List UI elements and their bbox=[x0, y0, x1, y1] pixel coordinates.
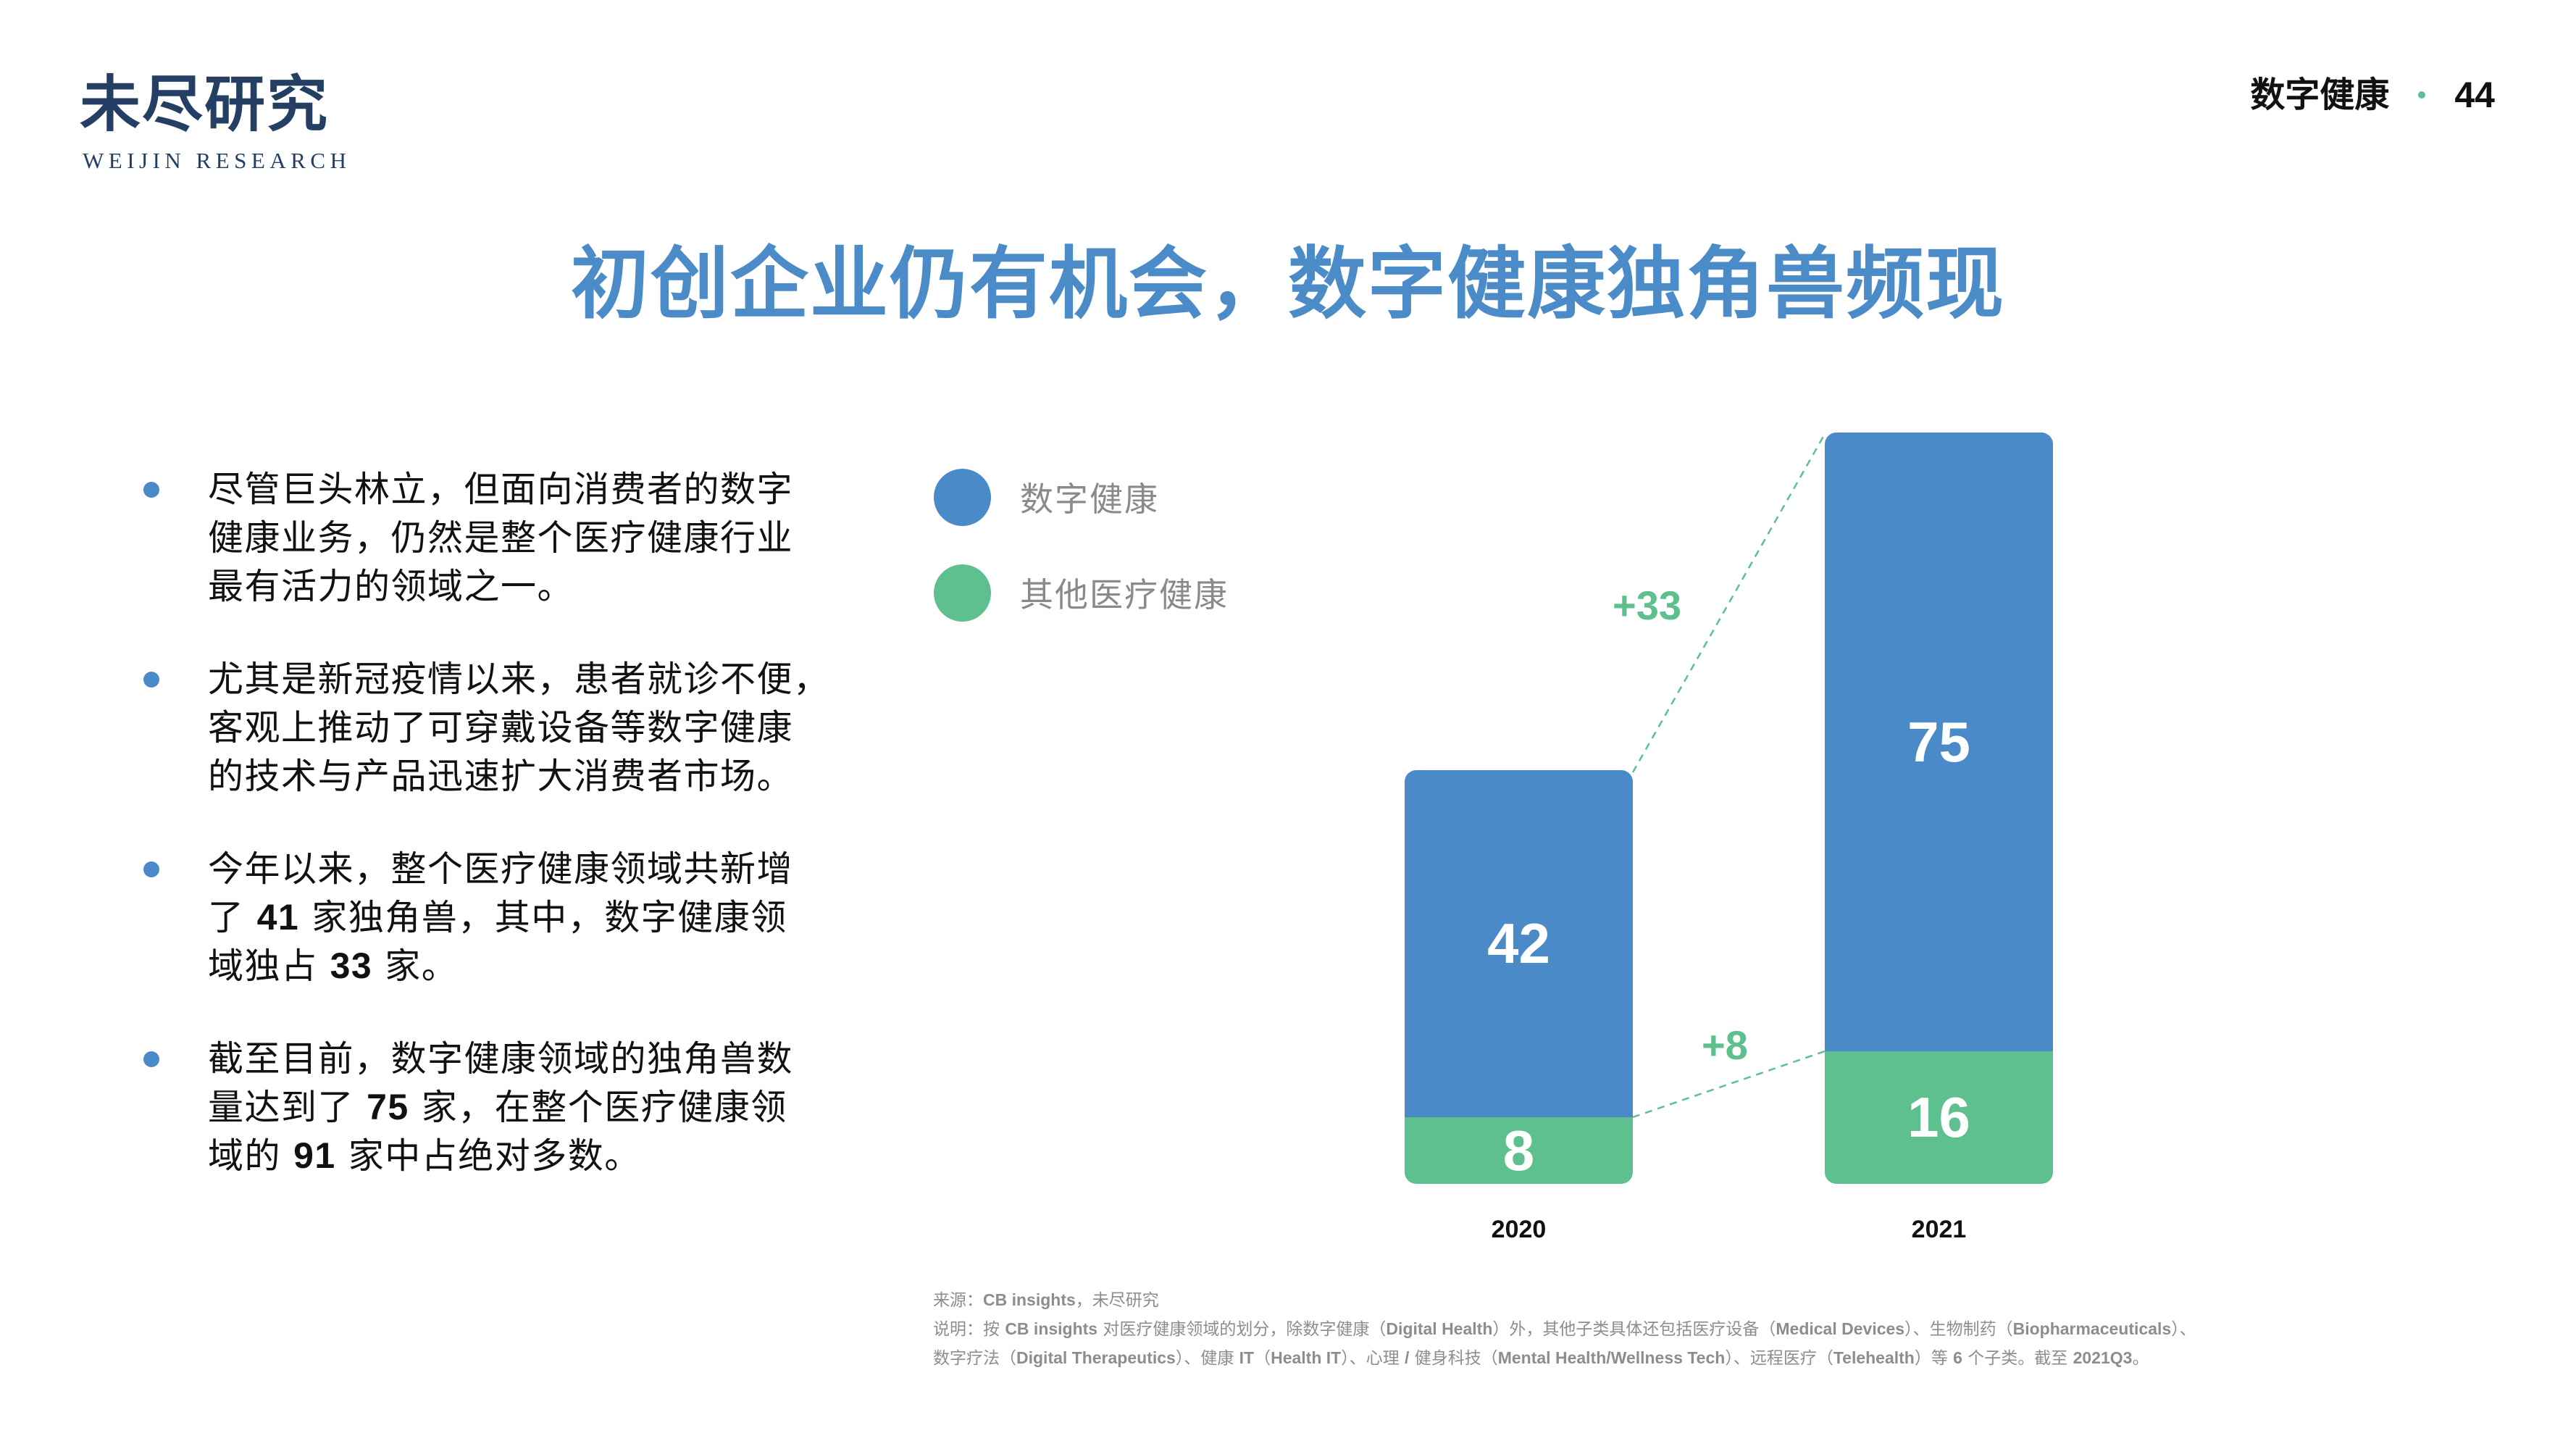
separator-dot-icon bbox=[2418, 91, 2426, 99]
note-text: 个子类。截至 bbox=[1962, 1349, 2073, 1368]
bar-segment-digital-health: 42 bbox=[1405, 770, 1633, 1117]
bullet-item: 今年以来，整个医疗健康领域共新增了 41 家独角兽，其中，数字健康领域独占 33… bbox=[142, 845, 816, 990]
bullet-line: 尽管巨头林立，但面向消费者的数字 bbox=[208, 469, 794, 510]
note-text: ）等 bbox=[1914, 1349, 1954, 1368]
section-header: 数字健康 44 bbox=[2250, 77, 2495, 113]
note-emphasis: 6 bbox=[1953, 1348, 1962, 1367]
bullet-text: 家独角兽，其中，数字健康领域独占 bbox=[208, 897, 787, 987]
note-line-1: 说明：按 CB insights 对医疗健康领域的划分，除数字健康（Digita… bbox=[933, 1315, 2196, 1344]
note-text: ）、心理 bbox=[1341, 1349, 1405, 1368]
page-title: 初创企业仍有机会，数字健康独角兽频现 bbox=[570, 239, 2005, 330]
bullet-text: 截至目前，数字健康领域的独角兽数量达到了 bbox=[208, 1038, 794, 1128]
bar-value-label: 75 bbox=[1907, 709, 1970, 774]
bullet-text: 今年以来，整个医疗健康领域共新增了 bbox=[208, 848, 794, 938]
note-emphasis: Health IT bbox=[1271, 1348, 1342, 1367]
source-prefix: 来源： bbox=[933, 1291, 983, 1310]
bar-segment-digital-health: 75 bbox=[1825, 433, 2053, 1051]
note-text: ）、生物制药（ bbox=[1904, 1320, 2013, 1339]
source-notes: 来源：CB insights，未尽研究 说明：按 CB insights 对医疗… bbox=[933, 1286, 2196, 1373]
bar-segment-other-healthcare: 8 bbox=[1405, 1117, 1633, 1184]
bullet-dot-icon bbox=[143, 1051, 159, 1067]
highlight-number: 33 bbox=[330, 945, 373, 986]
legend-item-other-healthcare: 其他医疗健康 bbox=[934, 564, 1229, 622]
note-text: ）、健康 bbox=[1175, 1349, 1239, 1368]
note-text: 数字疗法（ bbox=[933, 1349, 1016, 1368]
legend-swatch-circle-icon bbox=[934, 468, 991, 526]
note-line-2: 数字疗法（Digital Therapeutics）、健康 IT（Health … bbox=[933, 1344, 2196, 1373]
bullet-item: 尽管巨头林立，但面向消费者的数字 健康业务，仍然是整个医疗健康行业 最有活力的领… bbox=[142, 465, 837, 611]
x-axis-label-2021: 2021 bbox=[1911, 1216, 1967, 1243]
legend-swatch-circle-icon bbox=[934, 564, 991, 622]
bullet-item: 截至目前，数字健康领域的独角兽数量达到了 75 家，在整个医疗健康领域的 91 … bbox=[142, 1035, 816, 1180]
note-emphasis: Digital Therapeutics bbox=[1016, 1348, 1176, 1367]
logo-chinese: 未尽研究 bbox=[80, 68, 330, 140]
source-name: CB insights bbox=[983, 1290, 1076, 1309]
bullet-text: 家。 bbox=[372, 945, 459, 987]
delta-label-other-healthcare: +8 bbox=[1702, 1022, 1748, 1068]
source-line: 来源：CB insights，未尽研究 bbox=[933, 1286, 2196, 1315]
delta-label-digital-health: +33 bbox=[1613, 582, 1681, 628]
bar-2021: 75 16 bbox=[1825, 433, 2053, 1184]
bullet-text: 家中占绝对多数。 bbox=[335, 1135, 641, 1177]
note-text: 健身科技（ bbox=[1409, 1349, 1498, 1368]
bullet-line: 最有活力的领域之一。 bbox=[208, 566, 574, 607]
note-emphasis: Biopharmaceuticals bbox=[2012, 1319, 2172, 1338]
bar-segment-other-healthcare: 16 bbox=[1825, 1051, 2053, 1184]
note-text: ）、远程医疗（ bbox=[1725, 1349, 1833, 1368]
section-name: 数字健康 bbox=[2250, 75, 2390, 115]
bar-2020: 42 8 bbox=[1405, 770, 1633, 1184]
bullet-list: 尽管巨头林立，但面向消费者的数字 健康业务，仍然是整个医疗健康行业 最有活力的领… bbox=[142, 465, 837, 1224]
bullet-dot-icon bbox=[143, 482, 159, 498]
note-emphasis: IT bbox=[1239, 1348, 1255, 1367]
chart-legend: 数字健康 其他医疗健康 bbox=[934, 468, 1229, 660]
bar-value-label: 16 bbox=[1907, 1085, 1970, 1149]
highlight-number: 41 bbox=[256, 897, 300, 938]
bullet-line: 的技术与产品迅速扩大消费者市场。 bbox=[208, 756, 794, 797]
note-emphasis: / bbox=[1405, 1348, 1410, 1367]
bullet-line: 健康业务，仍然是整个医疗健康行业 bbox=[208, 517, 794, 559]
bullet-dot-icon bbox=[143, 861, 159, 877]
legend-label: 其他医疗健康 bbox=[1020, 575, 1229, 614]
bullet-item: 尤其是新冠疫情以来，患者就诊不便， 客观上推动了可穿戴设备等数字健康 的技术与产… bbox=[142, 655, 837, 801]
note-emphasis: Telehealth bbox=[1833, 1348, 1915, 1367]
bar-value-label: 42 bbox=[1487, 911, 1550, 975]
note-text: ）外，其他子类具体还包括医疗设备（ bbox=[1492, 1320, 1776, 1339]
source-suffix: ，未尽研究 bbox=[1075, 1291, 1159, 1310]
note-text: 说明：按 bbox=[933, 1320, 1005, 1339]
page-number: 44 bbox=[2454, 75, 2495, 115]
note-emphasis: Mental Health/Wellness Tech bbox=[1497, 1348, 1726, 1367]
note-text: ）、 bbox=[2171, 1320, 2196, 1339]
x-axis-label-2020: 2020 bbox=[1491, 1216, 1547, 1243]
note-emphasis: 2021Q3 bbox=[2073, 1348, 2133, 1367]
logo-english: WEIJIN RESEARCH bbox=[83, 148, 351, 173]
legend-label: 数字健康 bbox=[1020, 480, 1159, 519]
note-text: 。 bbox=[2132, 1349, 2149, 1368]
bullet-text: 家，在整个医疗健康领域的 bbox=[208, 1087, 787, 1177]
note-emphasis: CB insights bbox=[1005, 1319, 1098, 1338]
note-text: （ bbox=[1254, 1349, 1271, 1368]
bullet-line: 尤其是新冠疫情以来，患者就诊不便， bbox=[208, 659, 830, 700]
bar-value-label: 8 bbox=[1502, 1118, 1535, 1182]
legend-item-digital-health: 数字健康 bbox=[934, 468, 1229, 526]
note-emphasis: Digital Health bbox=[1386, 1319, 1493, 1338]
note-emphasis: Medical Devices bbox=[1776, 1319, 1905, 1338]
highlight-number: 91 bbox=[293, 1135, 336, 1176]
highlight-number: 75 bbox=[367, 1087, 409, 1127]
note-text: 对医疗健康领域的划分，除数字健康（ bbox=[1097, 1320, 1387, 1339]
bullet-dot-icon bbox=[143, 672, 159, 688]
bullet-line: 客观上推动了可穿戴设备等数字健康 bbox=[208, 707, 794, 748]
